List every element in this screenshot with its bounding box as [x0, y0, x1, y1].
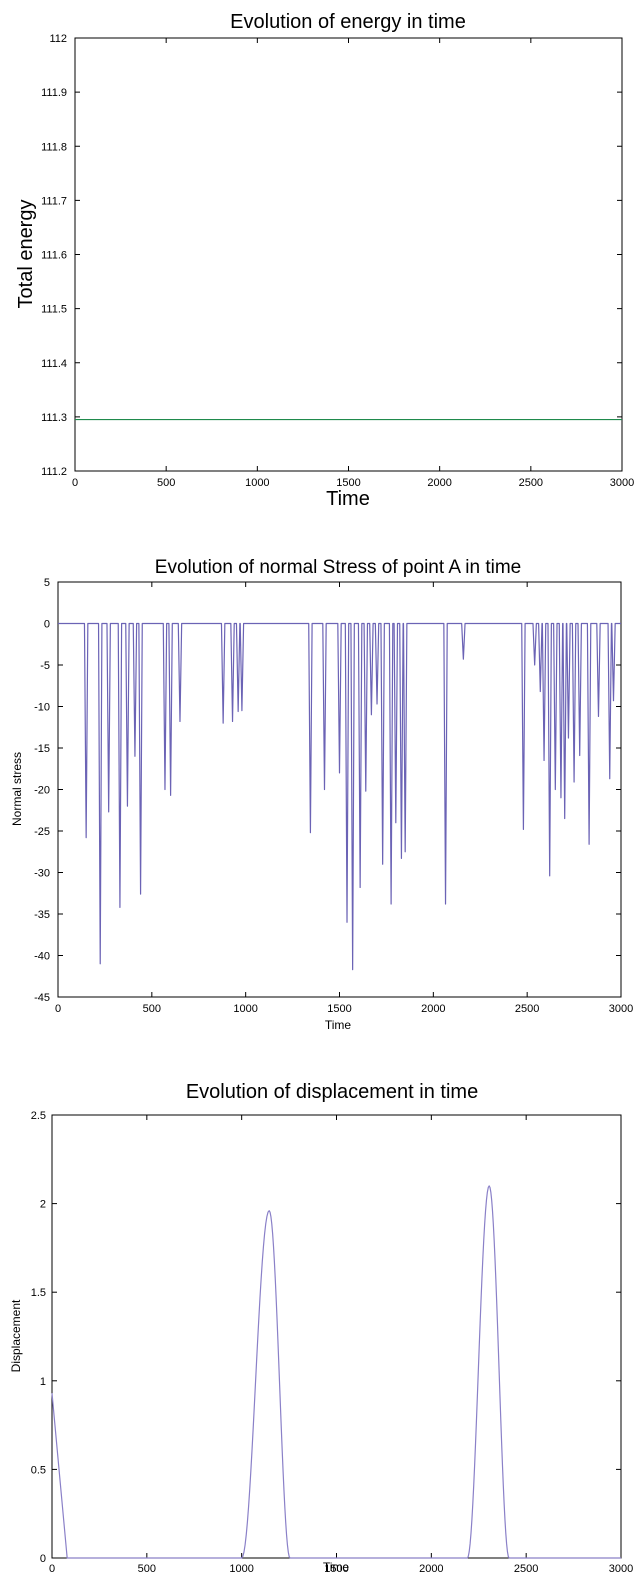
energy-y-ticks: 111.2 111.3 111.4 111.5 111.6 111.7 111.8 111.9… [41, 33, 622, 478]
energy-x-tick-label: 2000 [427, 477, 451, 489]
stress-y-tick-label: -15 [34, 743, 50, 755]
stress-y-tick-label: 5 [44, 577, 50, 589]
displacement-plot-frame [51, 1114, 622, 1559]
energy-y-tick-label: 111.8 [41, 141, 67, 153]
stress-x-tick-label: 1000 [233, 1003, 257, 1015]
stress-y-axis-label: Normal stress [10, 752, 24, 826]
stress-y-tick-label: 0 [44, 619, 50, 631]
displacement-x-tick-label: 500 [138, 1563, 156, 1573]
energy-y-tick-label: 111.9 [41, 87, 67, 99]
stress-y-tick-label: -35 [34, 909, 50, 921]
displacement-x-tick-label: 2000 [419, 1563, 443, 1573]
energy-x-tick-label: 0 [72, 477, 78, 489]
energy-x-tick-label: 500 [157, 477, 175, 489]
stress-x-tick-label: 0 [55, 1003, 61, 1015]
energy-x-tick-label: 3000 [610, 477, 634, 489]
energy-x-axis-label: Time [326, 488, 370, 510]
stress-series [58, 622, 621, 971]
displacement-x-tick-label: 1500 [324, 1563, 348, 1573]
stress-x-tick-label: 2000 [421, 1003, 445, 1015]
displacement-x-tick-label: 1000 [229, 1563, 253, 1573]
energy-y-tick-label: 111.3 [41, 412, 67, 424]
stress-y-tick-label: -40 [34, 951, 50, 963]
stress-x-tick-label: 1500 [327, 1003, 351, 1015]
energy-y-tick-label: 111.5 [41, 304, 67, 316]
energy-x-tick-label: 1500 [336, 477, 360, 489]
energy-y-tick-label: 111.4 [41, 358, 67, 370]
displacement-y-tick-label: 1 [40, 1376, 46, 1388]
displacement-y-ticks: 0 0.5 1 1.5 2 2.5 [31, 1110, 621, 1565]
stress-x-tick-label: 500 [143, 1003, 161, 1015]
stress-y-ticks: -45 -40 -35 -30 -25 -20 -15 -10 -5 0 5 [34, 577, 621, 1004]
energy-y-tick-label: 111.2 [41, 466, 67, 478]
displacement-y-tick-label: 0 [40, 1553, 46, 1565]
stress-x-tick-label: 3000 [609, 1003, 633, 1015]
displacement-chart: Evolution of displacement in time 0 500 10… [9, 1081, 633, 1573]
displacement-x-tick-label: 2500 [514, 1563, 538, 1573]
energy-chart-title: Evolution of energy in time [230, 11, 466, 33]
displacement-y-tick-label: 2.5 [31, 1110, 46, 1122]
stress-y-tick-label: -30 [34, 868, 50, 880]
stress-chart-title: Evolution of normal Stress of point A in… [155, 557, 521, 578]
energy-x-tick-label: 2500 [519, 477, 543, 489]
displacement-x-tick-label: 0 [49, 1563, 55, 1573]
energy-y-tick-label: 111.6 [41, 250, 67, 262]
stress-chart: Evolution of normal Stress of point A in… [10, 557, 633, 1032]
energy-y-axis-label: Total energy [15, 200, 37, 309]
stress-y-tick-label: -25 [34, 826, 50, 838]
energy-y-tick-label: 112 [49, 33, 67, 45]
energy-x-ticks: 0 500 1000 1500 2000 2500 3000 [72, 38, 634, 489]
energy-chart: Evolution of energy in time 0 500 1000 1500… [15, 11, 634, 510]
stress-y-tick-label: -20 [34, 785, 50, 797]
stress-y-tick-label: -5 [40, 660, 50, 672]
stress-series-line [58, 622, 621, 971]
energy-y-tick-label: 111.7 [41, 195, 67, 207]
displacement-series-line [51, 1185, 621, 1559]
stress-x-tick-label: 2500 [515, 1003, 539, 1015]
displacement-x-tick-label: 3000 [609, 1563, 633, 1573]
stress-y-tick-label: -45 [34, 992, 50, 1004]
energy-x-tick-label: 1000 [245, 477, 269, 489]
displacement-series [51, 1185, 621, 1559]
displacement-y-tick-label: 2 [40, 1199, 46, 1211]
displacement-chart-title: Evolution of displacement in time [186, 1081, 478, 1103]
displacement-y-axis-label: Displacement [9, 1299, 23, 1372]
displacement-y-tick-label: 1.5 [31, 1287, 46, 1299]
stress-x-axis-label: Time [325, 1018, 352, 1032]
displacement-x-ticks: 0 500 1000 1500 2000 2500 3000 [49, 1115, 633, 1573]
energy-plot-frame [74, 37, 623, 472]
stress-x-ticks: 0 500 1000 1500 2000 2500 3000 [55, 582, 633, 1015]
displacement-x-axis-label: Time [323, 1560, 350, 1573]
displacement-y-tick-label: 0.5 [31, 1464, 46, 1476]
stress-y-tick-label: -10 [34, 702, 50, 714]
